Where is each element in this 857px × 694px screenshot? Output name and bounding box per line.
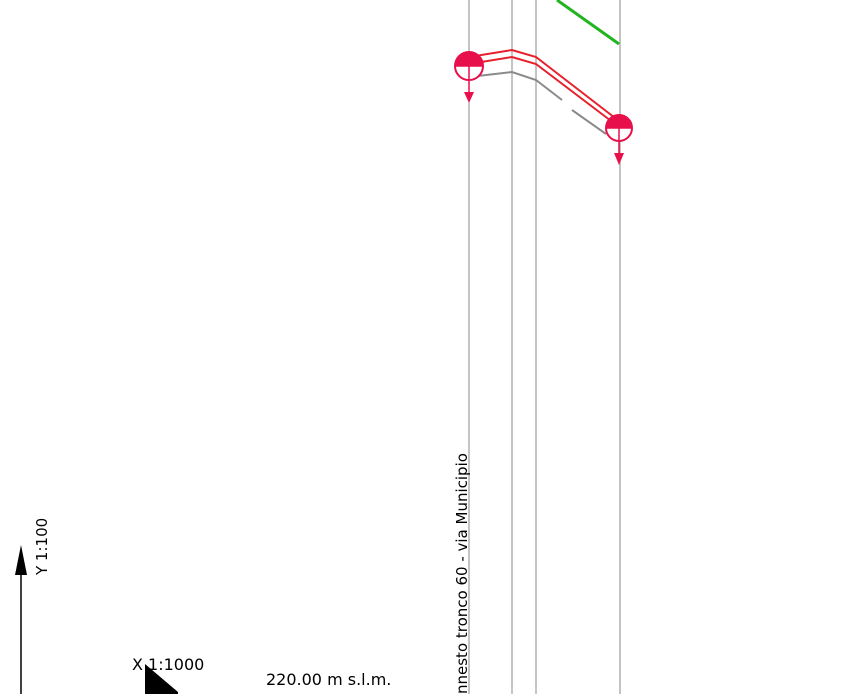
existing-profile-line [468,70,563,101]
section-label: nnesto tronco 60 - via Municipio [453,453,471,694]
pipe-top-line [468,48,620,122]
manhole-icon [454,51,484,81]
arrow-down-icon [614,141,624,165]
arrow-down-icon [464,80,474,103]
manhole-icon [605,114,633,142]
existing-profile-dash [571,109,607,135]
arrow-up-icon [15,545,27,694]
x-axis-arrow-icon [145,664,178,694]
datum-label: 220.00 m s.l.m. [266,670,392,689]
ground-profile-line [556,0,620,46]
y-scale-label: Y 1:100 [33,517,51,575]
x-scale-label: X 1:1000 [132,655,205,674]
pipe-bottom-line [468,55,620,128]
